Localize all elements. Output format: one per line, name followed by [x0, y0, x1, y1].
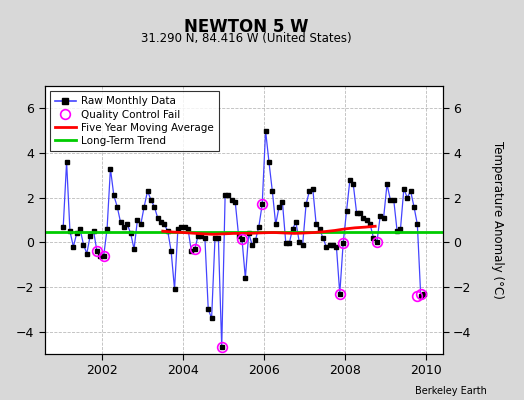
Text: Berkeley Earth: Berkeley Earth	[416, 386, 487, 396]
Legend: Raw Monthly Data, Quality Control Fail, Five Year Moving Average, Long-Term Tren: Raw Monthly Data, Quality Control Fail, …	[50, 91, 219, 151]
Text: NEWTON 5 W: NEWTON 5 W	[184, 18, 309, 36]
Y-axis label: Temperature Anomaly (°C): Temperature Anomaly (°C)	[491, 141, 504, 299]
Text: 31.290 N, 84.416 W (United States): 31.290 N, 84.416 W (United States)	[141, 32, 352, 45]
